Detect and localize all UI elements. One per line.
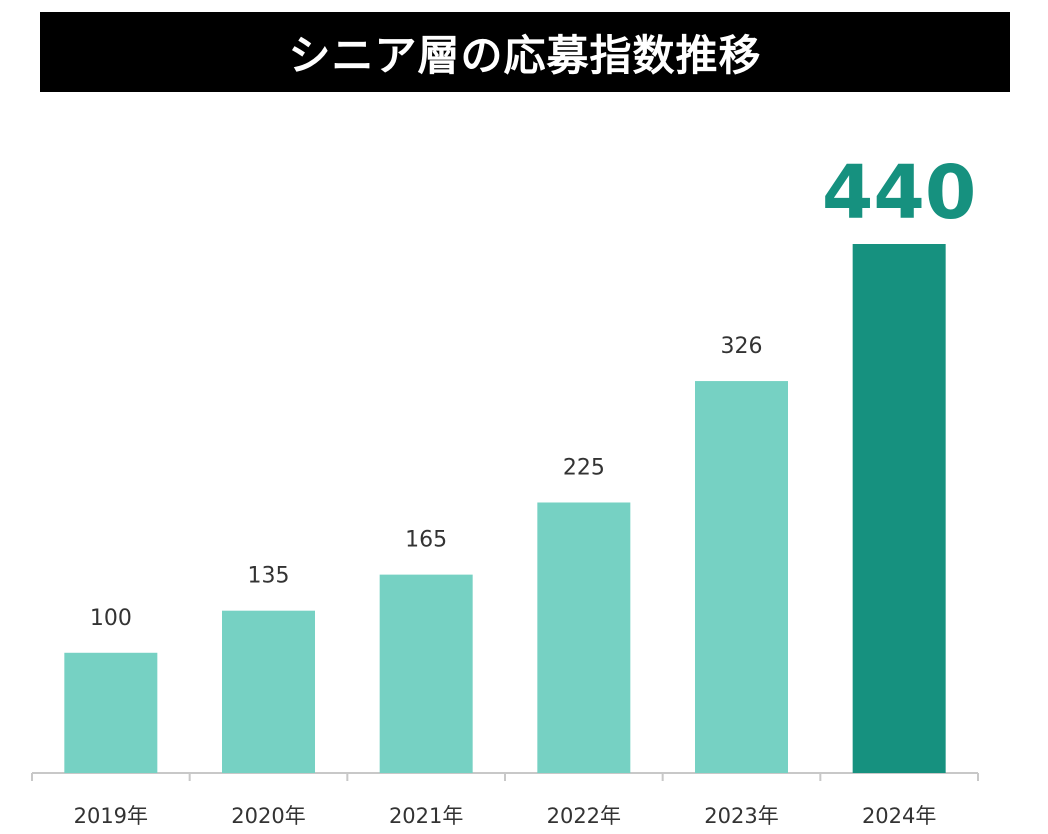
bar-2020年 <box>222 610 315 773</box>
bar-2022年 <box>537 502 631 773</box>
x-tick-label: 2024年 <box>862 804 936 828</box>
x-tick-label: 2019年 <box>74 804 148 828</box>
x-tick-label: 2023年 <box>704 804 778 828</box>
data-label: 326 <box>721 334 763 359</box>
data-label: 135 <box>248 564 290 589</box>
bar-2023年 <box>695 381 788 773</box>
chart-title-bar: シニア層の応募指数推移 <box>40 12 1010 92</box>
highlight-data-label: 440 <box>822 150 976 236</box>
x-tick-label: 2022年 <box>547 804 621 828</box>
data-label: 100 <box>90 606 132 631</box>
bar-2024年 <box>852 244 946 773</box>
bar-2021年 <box>379 574 473 773</box>
chart-title: シニア層の応募指数推移 <box>288 30 762 80</box>
data-label: 225 <box>563 455 605 480</box>
data-label: 165 <box>405 528 447 553</box>
x-tick-label: 2021年 <box>389 804 463 828</box>
x-tick-label: 2020年 <box>231 804 305 828</box>
bar-2019年 <box>64 652 158 773</box>
